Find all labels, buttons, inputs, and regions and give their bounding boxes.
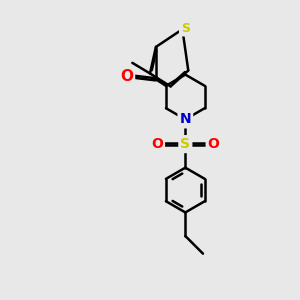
Text: N: N	[179, 112, 191, 126]
Text: S: S	[181, 22, 190, 34]
Text: S: S	[180, 137, 190, 151]
Text: O: O	[151, 137, 163, 151]
Text: O: O	[120, 69, 133, 84]
Text: O: O	[208, 137, 220, 151]
